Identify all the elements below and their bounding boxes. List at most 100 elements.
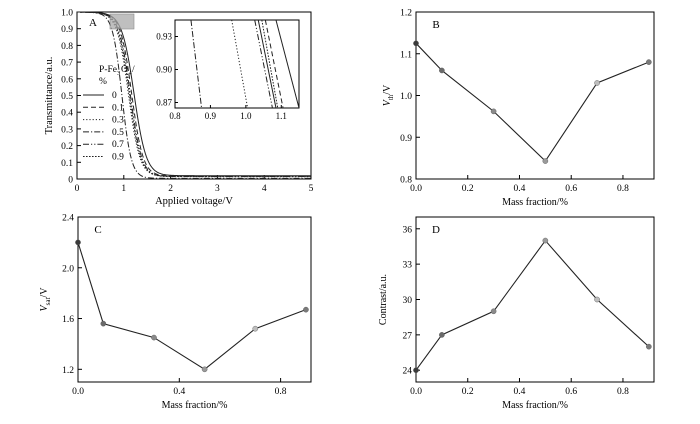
x-tick-label: 0 xyxy=(75,184,80,194)
x-tick-label: 2 xyxy=(168,184,173,194)
data-point xyxy=(413,40,419,47)
x-tick-label: 0.8 xyxy=(617,387,629,397)
inset-y-tick-label: 0.87 xyxy=(156,98,172,108)
inset-series-line xyxy=(254,20,273,108)
series-line xyxy=(77,242,307,370)
x-axis-label: Mass fraction/% xyxy=(502,400,568,411)
y-tick-label: 36 xyxy=(403,225,413,235)
series-line xyxy=(76,11,311,178)
series-line xyxy=(415,42,650,162)
inset-series-line xyxy=(275,20,299,108)
y-tick-label: 1.2 xyxy=(62,366,74,376)
y-tick-label: 30 xyxy=(403,296,413,306)
data-point xyxy=(542,158,549,164)
y-tick-label: 27 xyxy=(403,331,413,341)
x-tick-label: 3 xyxy=(215,184,220,194)
inset-series-line xyxy=(257,20,277,108)
x-tick-label: 5 xyxy=(309,184,314,194)
panel-a: 0 1 2 3 4 5 0 0.1 0.2 0.3 0.4 0.5 0.6 0.7 0.8 0.9 1.0 App… xyxy=(44,9,314,208)
legend-title: P-Fe xyxy=(99,65,117,75)
x-tick-label: 0.0 xyxy=(410,387,422,397)
y-axis-label: Vth/V xyxy=(382,84,395,106)
x-tick-label: 0.2 xyxy=(462,387,474,397)
inset-series-line xyxy=(264,20,284,108)
y-tick-label: 0.2 xyxy=(61,142,73,152)
data-point xyxy=(542,237,549,244)
plot-frame xyxy=(415,216,655,383)
data-point xyxy=(75,239,81,246)
legend-item-label: 0.5 xyxy=(112,128,124,138)
legend-item-label: 0.9 xyxy=(112,153,124,163)
data-point xyxy=(303,306,309,313)
y-tick-label: 2.4 xyxy=(62,214,74,224)
panel-label: D xyxy=(432,224,440,236)
y-tick-label: 1.6 xyxy=(62,315,74,325)
panel-b: 0.0 0.2 0.4 0.6 0.8 0.8 0.9 1.0 1.1 1.2 Mass fract… xyxy=(382,9,655,208)
data-point xyxy=(201,366,208,373)
data-point xyxy=(490,108,497,115)
x-tick-label: 0.6 xyxy=(565,184,577,194)
x-tick-label: 0.4 xyxy=(173,387,185,397)
inset-series-line xyxy=(231,20,249,108)
data-point xyxy=(439,67,445,74)
y-tick-label: 1.1 xyxy=(400,50,412,60)
data-point xyxy=(439,332,445,338)
data-point xyxy=(646,343,652,350)
data-point xyxy=(490,308,497,315)
data-point xyxy=(100,320,107,327)
y-tick-label: 0.1 xyxy=(61,159,73,169)
legend: P-Fe 3 O 4/% 0 0.1 0.3 0.5 0.7 0.9 xyxy=(83,65,135,163)
x-tick-label: 0.8 xyxy=(617,184,629,194)
panel-c: 0.0 0.4 0.8 1.2 1.6 2.0 2.4 Mass fraction/% C Vsa… xyxy=(39,214,312,411)
y-tick-label: 0.9 xyxy=(400,134,412,144)
y-tick-label: 1.2 xyxy=(400,9,412,19)
panel-d: 0.0 0.2 0.4 0.6 0.8 24 27 30 33 36 Mass fraction/%… xyxy=(378,216,655,411)
inset-x-tick-label: 1.0 xyxy=(240,111,252,121)
x-tick-label: 0.0 xyxy=(410,184,422,194)
x-tick-label: 0.4 xyxy=(514,387,526,397)
data-point xyxy=(413,367,419,374)
legend-title-part: O xyxy=(121,65,128,75)
y-axis-label: Vsat/V xyxy=(39,287,52,312)
panel-label: A xyxy=(89,17,97,29)
legend-item-label: 0.1 xyxy=(112,103,124,113)
x-tick-label: 0.4 xyxy=(514,184,526,194)
y-tick-label: 0 xyxy=(68,176,73,186)
y-tick-label: 0.9 xyxy=(61,25,73,35)
plot-frame xyxy=(77,216,312,383)
legend-item-label: 0 xyxy=(112,91,117,101)
x-axis-label: Mass fraction/% xyxy=(502,197,568,208)
x-tick-label: 4 xyxy=(262,184,267,194)
y-tick-label: 33 xyxy=(403,261,413,271)
panel-label: B xyxy=(432,19,439,31)
inset-x-tick-label: 1.1 xyxy=(276,111,287,121)
inset-series-line xyxy=(190,20,203,108)
panel-label: C xyxy=(94,224,101,236)
plot-frame xyxy=(415,11,655,180)
inset-y-tick-label: 0.93 xyxy=(156,32,172,42)
y-axis-label: Transmittance/a.u. xyxy=(44,57,55,135)
legend-item-label: 0.7 xyxy=(112,140,124,150)
y-tick-label: 0.7 xyxy=(61,59,73,69)
series-line xyxy=(76,11,311,179)
x-tick-label: 0.6 xyxy=(565,387,577,397)
x-tick-label: 0.2 xyxy=(462,184,474,194)
series-line xyxy=(415,239,650,371)
legend-item-label: 0.3 xyxy=(112,116,124,126)
legend-title-unit: % xyxy=(99,77,107,87)
y-tick-label: 0.8 xyxy=(400,176,412,186)
data-point xyxy=(252,325,259,332)
y-tick-label: 1.0 xyxy=(400,92,412,102)
inset-plot: 0.8 0.9 1.0 1.1 0.87 0.90 0.93 xyxy=(156,19,300,121)
y-tick-label: 0.3 xyxy=(61,125,73,135)
legend-title-sub: 3 xyxy=(117,70,120,77)
y-tick-label: 24 xyxy=(403,367,413,377)
data-point xyxy=(594,80,600,86)
inset-y-tick-label: 0.90 xyxy=(156,65,172,75)
y-tick-label: 0.8 xyxy=(61,42,73,52)
x-tick-label: 0.8 xyxy=(275,387,287,397)
inset-x-tick-label: 0.9 xyxy=(205,111,217,121)
y-tick-label: 2.0 xyxy=(62,264,74,274)
x-tick-label: 1 xyxy=(121,184,126,194)
